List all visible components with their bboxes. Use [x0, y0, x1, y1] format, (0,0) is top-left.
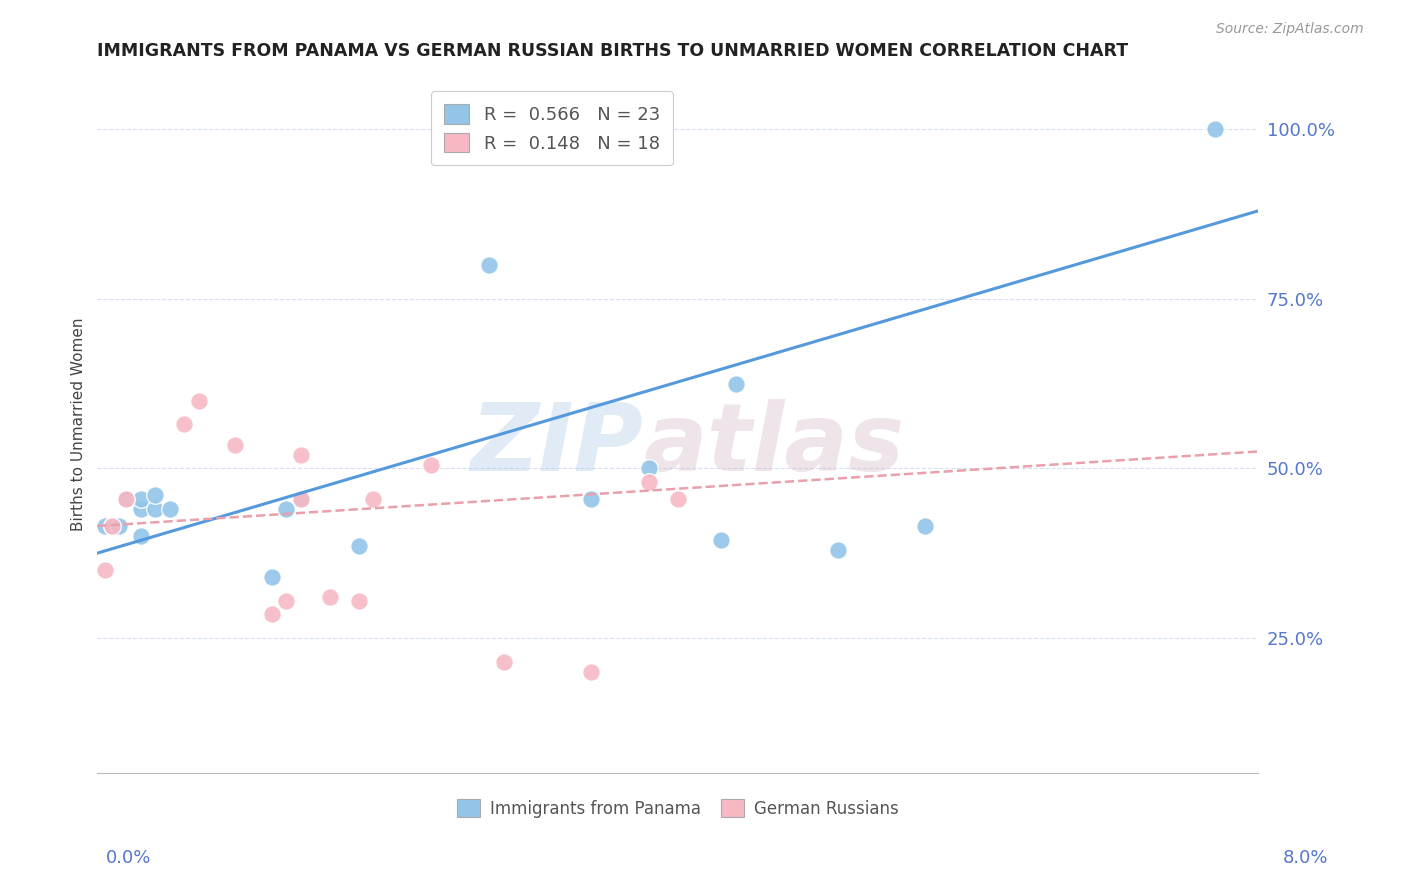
- Point: [173, 417, 195, 432]
- Point: [1204, 122, 1226, 136]
- Point: [290, 491, 312, 506]
- Point: [347, 593, 370, 607]
- Point: [129, 529, 152, 543]
- Text: atlas: atlas: [643, 400, 904, 491]
- Point: [101, 519, 124, 533]
- Point: [187, 393, 209, 408]
- Point: [724, 376, 747, 391]
- Text: 8.0%: 8.0%: [1284, 849, 1329, 867]
- Point: [159, 502, 181, 516]
- Point: [290, 491, 312, 506]
- Point: [260, 607, 283, 621]
- Point: [260, 570, 283, 584]
- Point: [478, 258, 501, 272]
- Point: [318, 590, 340, 604]
- Point: [914, 519, 936, 533]
- Text: IMMIGRANTS FROM PANAMA VS GERMAN RUSSIAN BIRTHS TO UNMARRIED WOMEN CORRELATION C: IMMIGRANTS FROM PANAMA VS GERMAN RUSSIAN…: [97, 42, 1129, 60]
- Point: [637, 475, 659, 489]
- Point: [224, 437, 246, 451]
- Point: [361, 491, 384, 506]
- Point: [93, 519, 115, 533]
- Point: [115, 491, 138, 506]
- Point: [145, 502, 167, 516]
- Point: [347, 539, 370, 553]
- Point: [420, 458, 443, 472]
- Point: [579, 491, 602, 506]
- Point: [93, 563, 115, 577]
- Point: [108, 519, 131, 533]
- Point: [115, 491, 138, 506]
- Point: [710, 533, 733, 547]
- Text: Source: ZipAtlas.com: Source: ZipAtlas.com: [1216, 22, 1364, 37]
- Y-axis label: Births to Unmarried Women: Births to Unmarried Women: [72, 318, 86, 531]
- Point: [827, 542, 849, 557]
- Point: [101, 519, 124, 533]
- Point: [274, 593, 297, 607]
- Point: [115, 491, 138, 506]
- Point: [492, 655, 515, 669]
- Point: [290, 448, 312, 462]
- Point: [666, 491, 689, 506]
- Point: [274, 502, 297, 516]
- Point: [579, 665, 602, 679]
- Text: 0.0%: 0.0%: [105, 849, 150, 867]
- Point: [145, 488, 167, 502]
- Point: [637, 461, 659, 475]
- Point: [129, 502, 152, 516]
- Legend: Immigrants from Panama, German Russians: Immigrants from Panama, German Russians: [450, 792, 905, 824]
- Point: [129, 491, 152, 506]
- Text: ZIP: ZIP: [470, 400, 643, 491]
